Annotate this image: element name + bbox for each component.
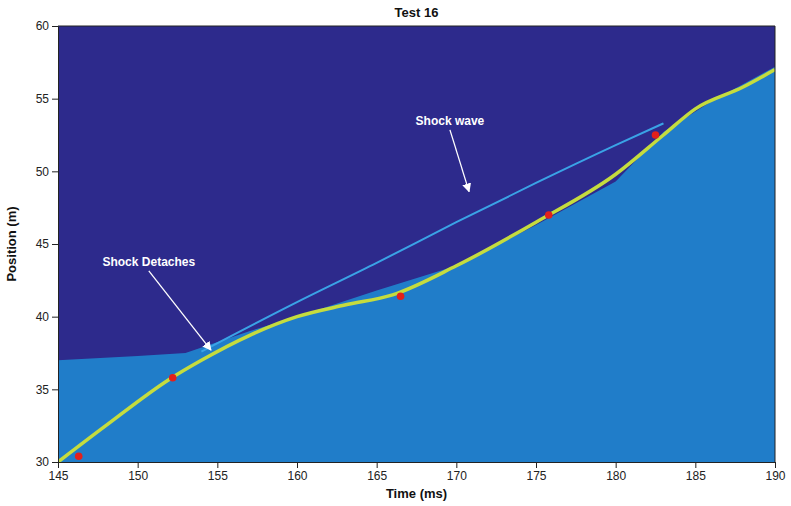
point [75,452,83,460]
tick-mark [616,462,617,468]
tick-label: 145 [48,469,68,483]
tick-label: 165 [367,469,387,483]
line [58,70,775,462]
annotation-text: Shock Detaches [102,255,195,269]
annotation-text: Shock wave [416,114,485,128]
tick-mark [52,389,58,390]
tick: 165 [367,462,387,483]
tick-mark [52,462,58,463]
tick-mark [536,462,537,468]
tick: 50 [36,165,58,179]
tick-mark [52,317,58,318]
y-axis: 30 35 40 45 50 55 60 [36,19,59,469]
tick: 185 [686,462,706,483]
axis-line [58,27,59,463]
tick-label: 40 [36,310,50,324]
tick-mark [58,462,59,468]
tick-label: 45 [36,237,50,251]
tick-label: 55 [36,92,50,106]
tick-mark [297,462,298,468]
marks [58,67,775,462]
line [201,123,663,351]
tick: 145 [48,462,68,483]
tick-mark [217,462,218,468]
tick-label: 150 [128,469,148,483]
tick-mark [52,99,58,100]
chart: 145 150 155 160 165 170 175 180 185 190 30 35 40 45 50… [0,0,791,506]
tick-label: 155 [208,469,228,483]
frame [775,26,776,462]
tick-label: 160 [287,469,307,483]
tick: 45 [36,237,58,251]
point [397,293,405,301]
tick-label: 170 [447,469,467,483]
tick: 30 [36,455,58,469]
tick-label: 180 [606,469,626,483]
plot-background [58,26,775,462]
axis-line [59,462,776,463]
point [169,374,177,382]
x-axis: 145 150 155 160 165 170 175 180 185 190 [48,462,785,483]
area [58,67,775,462]
tick: 180 [606,462,626,483]
tick-label: 60 [36,19,50,33]
annotations: Shock Detaches Shock wave [102,114,484,350]
tick-mark [52,171,58,172]
tick-mark [52,26,58,27]
tick: 175 [526,462,546,483]
title: Test 16 [395,5,439,20]
tick-label: 190 [765,469,785,483]
tick-mark [695,462,696,468]
x-axis-title: Time (ms) [386,486,447,501]
annotation-arrow [149,271,211,350]
tick-label: 30 [36,455,50,469]
tick-mark [138,462,139,468]
frame [58,26,775,27]
tick-mark [775,462,776,468]
tick-label: 175 [526,469,546,483]
tick: 170 [447,462,467,483]
tick: 60 [36,19,58,33]
plot: 145 150 155 160 165 170 175 180 185 190 30 35 40 45 50… [36,19,786,482]
tick-mark [377,462,378,468]
tick-label: 50 [36,165,50,179]
tick: 35 [36,383,58,397]
tick-label: 35 [36,383,50,397]
annotation-arrow [450,130,469,192]
tick: 155 [208,462,228,483]
tick: 150 [128,462,148,483]
y-axis-title: Position (m) [4,206,19,281]
tick: 190 [765,462,785,483]
tick-mark [456,462,457,468]
tick-mark [52,244,58,245]
tick-label: 185 [686,469,706,483]
point [652,131,660,139]
tick: 40 [36,310,58,324]
tick: 55 [36,92,58,106]
point [545,211,553,219]
tick: 160 [287,462,307,483]
